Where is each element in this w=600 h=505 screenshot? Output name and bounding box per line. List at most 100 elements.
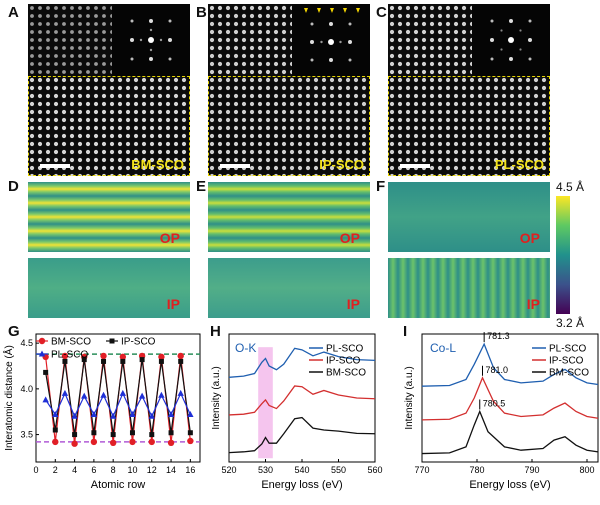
legend-label: PL-SCO: [51, 350, 88, 361]
chart-h-svg: 520 530 540 550 560 Energy loss (eV) Intensity…: [211, 333, 383, 491]
y-axis-label: Intensity (a.u.): [211, 366, 222, 429]
highlight-band: [258, 347, 273, 459]
plot-frame: [35, 333, 201, 463]
chart-h: 520 530 540 550 560 Energy loss (eV) Intensity…: [205, 330, 400, 500]
series-line-BM-SCO: [228, 416, 376, 454]
y-axis-label: Intensity (a.u.): [404, 366, 415, 429]
plot-frame: [421, 333, 599, 463]
data-point: [158, 353, 165, 361]
fft-inset: [472, 4, 550, 76]
data-point: [187, 430, 193, 436]
x-tick-label: 8: [111, 465, 116, 475]
colorbar-min-label: 3.2 Å: [556, 316, 585, 330]
panel-letter-e: E: [196, 178, 207, 195]
panel-letter-b: B: [196, 4, 207, 21]
scale-bar: [220, 164, 250, 168]
x-tick-label: 10: [127, 465, 137, 475]
map-label-ip: IP: [166, 296, 180, 312]
x-tick-label: 560: [367, 465, 382, 475]
legend-label: IP-SCO: [326, 356, 361, 367]
x-tick-label: 780: [469, 465, 484, 475]
data-point: [100, 391, 107, 398]
map-label-op: OP: [519, 230, 540, 246]
data-point: [148, 412, 155, 419]
data-point: [81, 392, 88, 399]
x-tick-label: 4: [72, 465, 77, 475]
data-point: [52, 427, 58, 433]
legend-marker: [38, 337, 46, 345]
data-point: [109, 439, 117, 446]
data-point: [149, 432, 155, 438]
map-label-op: OP: [339, 230, 360, 246]
x-tick-label: 790: [524, 465, 539, 475]
x-tick-label: 0: [33, 465, 38, 475]
fft-inset: [292, 4, 370, 76]
series-line-IP-SCO: [421, 376, 599, 421]
series-line-PL-SCO: [228, 347, 376, 378]
x-tick-label: 12: [147, 465, 157, 475]
x-axis-label: Energy loss (eV): [261, 479, 342, 491]
map-e-ip: IP: [208, 258, 370, 318]
fft-inset: [112, 4, 190, 76]
legend-marker: [109, 338, 115, 344]
region-box: [208, 76, 370, 176]
data-point: [168, 430, 174, 436]
region-box: [28, 76, 190, 176]
fft-spots: [130, 19, 172, 61]
data-point: [109, 412, 117, 419]
data-point: [81, 357, 87, 363]
data-point: [90, 438, 98, 446]
data-point: [129, 438, 136, 446]
map-d-ip: IP: [28, 258, 190, 318]
chart-g: 0 2 4 6 8 10 12 14 16 3.5 4.0 4.5 Atomic row Interato…: [0, 330, 205, 500]
data-point: [71, 412, 78, 419]
data-point: [42, 396, 49, 403]
legend-label: PL-SCO: [549, 344, 586, 355]
x-axis-label: Energy loss (eV): [469, 479, 550, 491]
colorbar-max-label: 4.5 Å: [556, 180, 585, 194]
legend-label: BM-SCO: [549, 368, 589, 379]
legend-label: IP-SCO: [121, 337, 156, 348]
sample-label: PL-SCO: [494, 157, 544, 172]
scale-bar: [40, 164, 70, 168]
map-label-ip: IP: [526, 296, 540, 312]
legend-label: BM-SCO: [51, 337, 91, 348]
data-point: [43, 369, 49, 375]
data-point: [177, 389, 184, 396]
x-tick-label: 770: [414, 465, 429, 475]
data-point: [52, 438, 59, 446]
x-tick-label: 520: [221, 465, 236, 475]
x-tick-label: 800: [579, 465, 594, 475]
data-point: [101, 358, 107, 364]
x-tick-label: 6: [91, 465, 96, 475]
data-point: [158, 391, 165, 398]
chart-title: O-K: [235, 341, 256, 355]
panel-letter-g: G: [8, 323, 20, 340]
legend-marker: [38, 350, 46, 357]
data-point: [177, 352, 184, 360]
x-tick-label: 16: [185, 465, 195, 475]
series-line-BM-SCO: [421, 409, 599, 455]
data-point: [129, 410, 136, 417]
map-f-ip: IP: [388, 258, 550, 318]
data-point: [91, 430, 97, 436]
data-point: [90, 410, 98, 417]
panel-letter-c: C: [376, 4, 387, 21]
stem-image-ip-sco: IP-SCO: [208, 4, 370, 176]
data-point: [61, 352, 69, 360]
data-point: [61, 389, 69, 396]
fft-spots: [490, 19, 532, 61]
stem-image-pl-sco: PL-SCO: [388, 4, 550, 176]
data-point: [72, 432, 78, 438]
map-label-op: OP: [159, 230, 180, 246]
data-point: [129, 430, 135, 436]
fft-spots: [304, 8, 360, 62]
y-tick-label: 4.0: [20, 384, 33, 394]
panel-letter-d: D: [8, 178, 19, 195]
map-d-op: OP: [28, 182, 190, 252]
data-point: [138, 392, 146, 399]
data-point: [167, 410, 175, 417]
x-tick-label: 530: [258, 465, 273, 475]
data-point: [148, 438, 155, 446]
y-axis-label: Interatomic distance (Å): [2, 345, 15, 451]
